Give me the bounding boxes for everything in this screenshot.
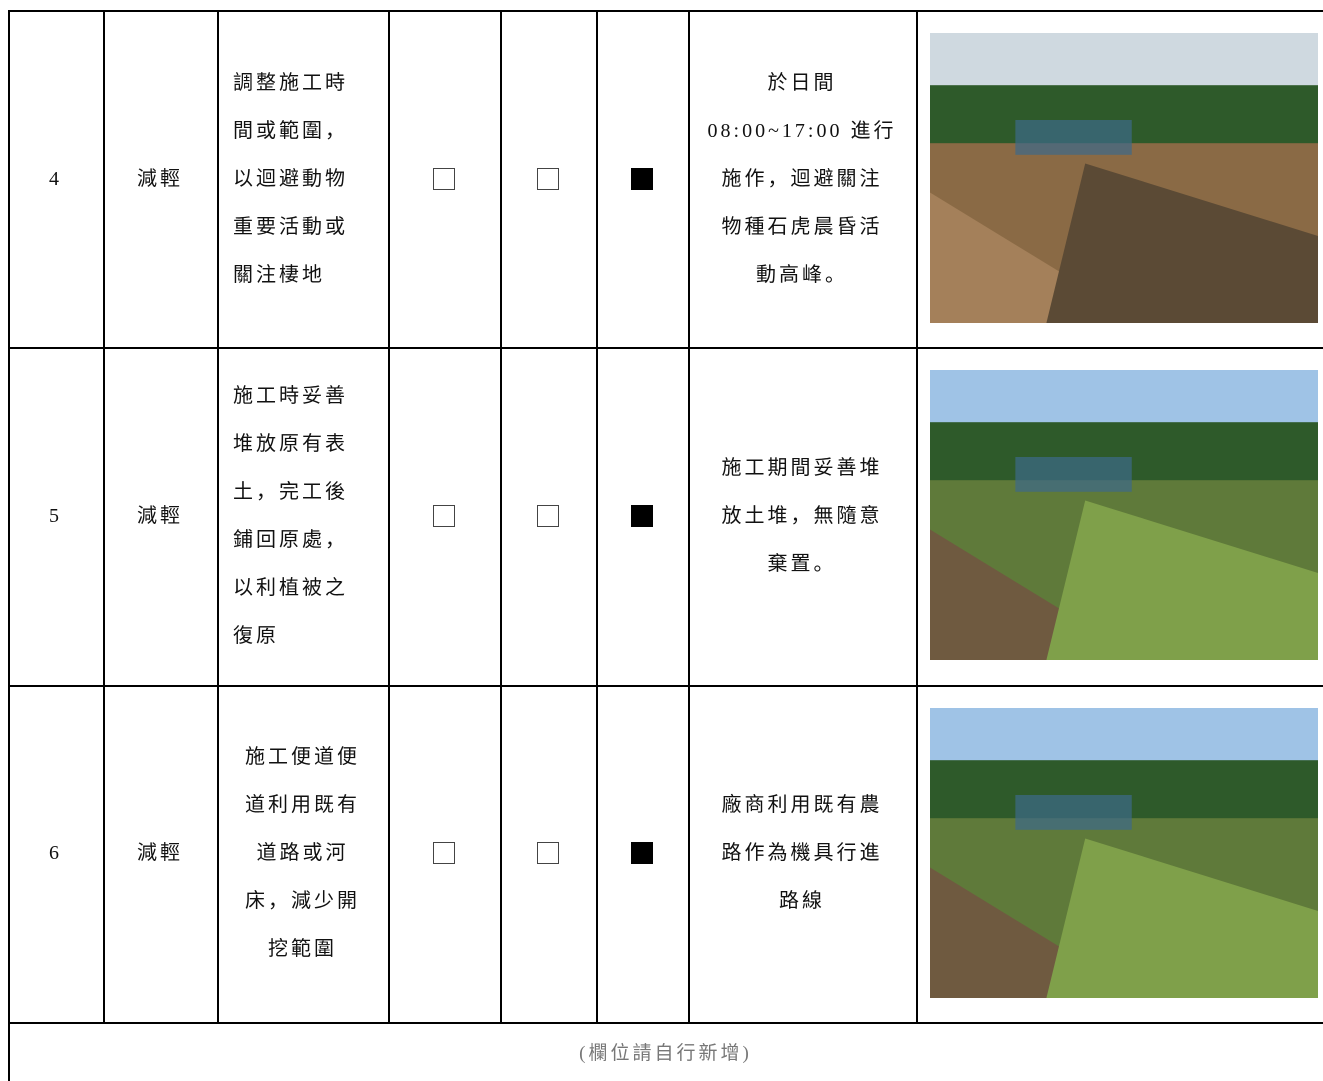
row-border [8, 10, 1323, 12]
measure: 調整施工時間或範圍， 以迴避動物重要活動或關注棲地 [233, 10, 372, 347]
result-line: 物種石虎晨昏活 [721, 215, 883, 238]
result-line: 廠商利用既有農 [721, 794, 883, 817]
measure-line: 復原 [233, 624, 279, 647]
type: 減輕 [137, 504, 183, 527]
row-number: 6 [8, 685, 103, 1022]
col-border [103, 10, 105, 1022]
number: 6 [49, 842, 62, 865]
measure: 施工便道便道利用既有道路或河床，減少開挖範圍 [233, 685, 372, 1022]
col-border [8, 10, 10, 1081]
measure-line: 重要活動或 [233, 215, 348, 238]
site-photo [930, 708, 1318, 998]
type: 減輕 [137, 167, 183, 190]
measure-line: 施工便道便 [245, 746, 360, 769]
measure-line: 間或範圍， [233, 119, 348, 142]
checkbox [631, 842, 653, 865]
result-line: 路作為機具行進 [721, 842, 883, 865]
measure-line: 道利用既有 [245, 794, 360, 817]
checkbox [537, 504, 559, 527]
result-line: 棄置。 [767, 552, 837, 575]
col-border [388, 10, 390, 1022]
site-photo [930, 33, 1318, 323]
measure: 施工時妥善堆放原有表土，完工後鋪回原處， 以利植被之復原 [233, 347, 372, 684]
measure-line: 道路或河 [256, 842, 349, 865]
col-border [916, 10, 918, 1022]
measure-line: 以迴避動物 [233, 167, 348, 190]
row-border [8, 685, 1323, 687]
checkbox [631, 167, 653, 190]
number: 4 [49, 167, 62, 190]
checkbox [433, 842, 455, 865]
row-type: 減輕 [103, 10, 217, 347]
checkbox [433, 504, 455, 527]
result-line: 路線 [779, 890, 825, 913]
checkbox [631, 504, 653, 527]
col-border [217, 10, 219, 1022]
measure-line: 土，完工後 [233, 480, 348, 503]
photo-art [930, 370, 1318, 660]
row-number: 5 [8, 347, 103, 684]
result-line: 動高峰。 [756, 263, 848, 286]
row-type: 減輕 [103, 685, 217, 1022]
footer-note: (欄位請自行新增) [579, 1043, 752, 1064]
col-border [596, 10, 598, 1022]
measure-line: 以利植被之 [233, 576, 348, 599]
result-line: 施作，迴避關注 [721, 167, 883, 190]
result: 廠商利用既有農 路作為機具行進 路線 [688, 685, 916, 1022]
photo-art [930, 708, 1318, 998]
number: 5 [49, 504, 62, 527]
result: 於日間 08:00~17:00 進行 施作，迴避關注 物種石虎晨昏活 動高峰。 [688, 10, 916, 347]
result-line: 施工期間妥善堆 [721, 456, 883, 479]
measure-line: 調整施工時 [233, 71, 348, 94]
col-border [500, 10, 502, 1022]
measure-line: 施工時妥善 [233, 384, 348, 407]
measure-line: 挖範圍 [268, 938, 337, 961]
result-line: 08:00~17:00 進行 [707, 119, 897, 142]
photo-art [930, 33, 1318, 323]
result-line: 於日間 [767, 71, 837, 94]
checkbox [433, 167, 455, 190]
row-border [8, 347, 1323, 349]
result-line: 放土堆，無隨意 [721, 504, 883, 527]
row-number: 4 [8, 10, 103, 347]
measure-line: 鋪回原處， [233, 528, 348, 551]
row-type: 減輕 [103, 347, 217, 684]
measure-line: 關注棲地 [233, 263, 325, 286]
site-photo [930, 370, 1318, 660]
checkbox [537, 842, 559, 865]
row-border [8, 1022, 1323, 1024]
type: 減輕 [137, 842, 183, 865]
measure-line: 床，減少開 [245, 890, 360, 913]
checkbox [537, 167, 559, 190]
result: 施工期間妥善堆 放土堆，無隨意 棄置。 [688, 347, 916, 684]
measure-line: 堆放原有表 [233, 432, 348, 455]
col-border [688, 10, 690, 1022]
